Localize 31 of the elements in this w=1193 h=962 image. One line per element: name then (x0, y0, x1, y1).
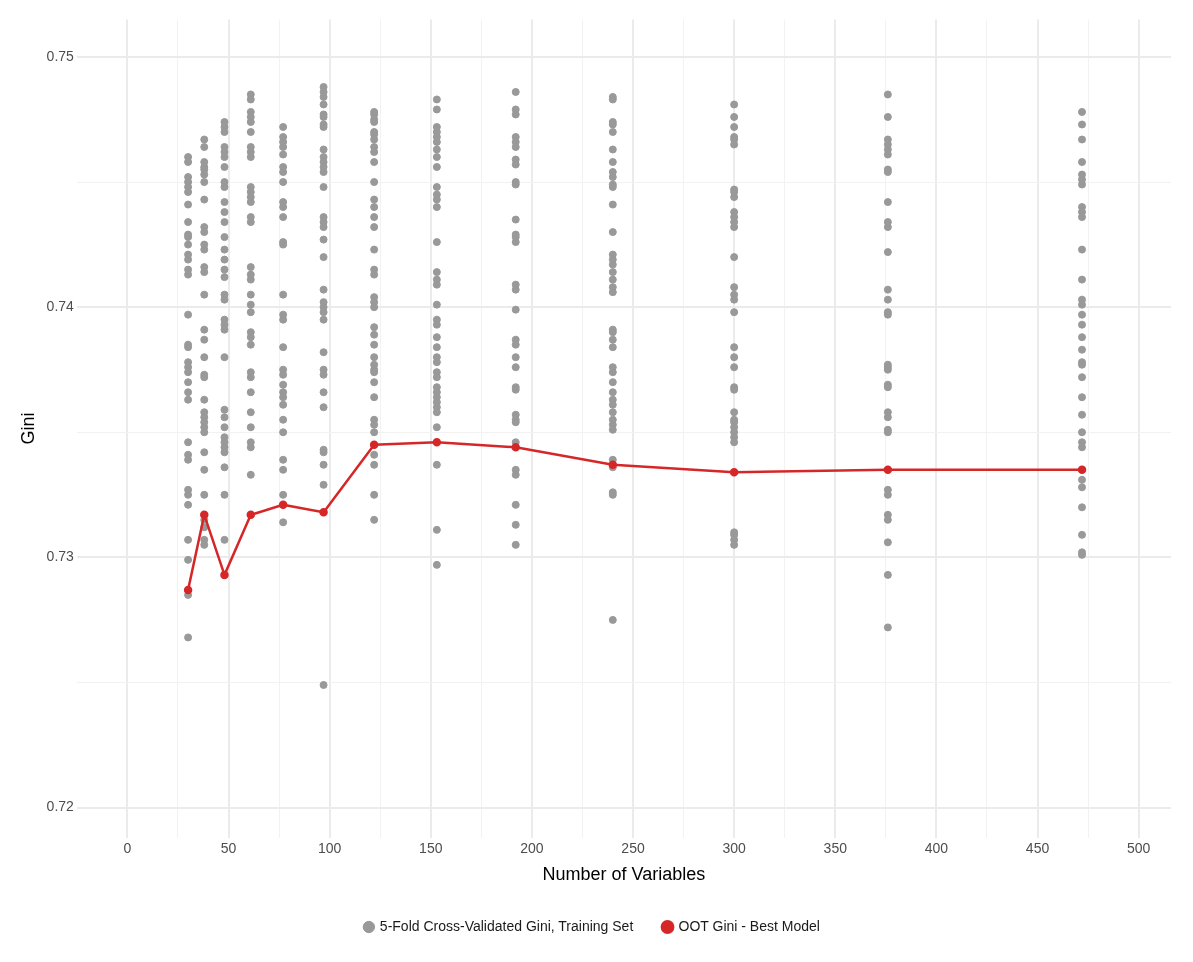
y-tick-label: 0.75 (46, 47, 75, 64)
x-tick-label: 150 (419, 839, 443, 856)
x-tick-label: 50 (220, 839, 237, 856)
point (183, 585, 193, 595)
point (200, 510, 209, 520)
x-tick-label: 300 (722, 839, 747, 856)
x-axis-title: Number of Variables (542, 864, 706, 885)
x-tick-label: 500 (1126, 839, 1151, 856)
point (246, 510, 256, 520)
point (511, 443, 520, 452)
x-tick-label: 250 (621, 839, 645, 856)
x-tick-label: 200 (520, 839, 544, 856)
y-tick-label: 0.73 (46, 548, 75, 565)
legend-label: OOT Gini - Best Model (678, 917, 820, 934)
point (319, 508, 328, 517)
y-tick-label: 0.74 (46, 298, 75, 315)
point (220, 570, 229, 580)
point (369, 440, 379, 450)
point (432, 438, 442, 447)
point (729, 468, 739, 477)
x-tick-label: 400 (924, 839, 949, 856)
point (883, 465, 893, 475)
point (1077, 465, 1087, 475)
x-tick-label: 350 (823, 839, 848, 856)
x-tick-label: 0 (123, 839, 132, 856)
legend-label: 5-Fold Cross-Validated Gini, Training Set (379, 917, 634, 934)
y-tick-label: 0.72 (46, 798, 75, 815)
x-tick-label: 100 (317, 839, 342, 856)
x-tick-label: 450 (1025, 839, 1050, 856)
y-axis-title: Gini (17, 412, 38, 445)
point (278, 500, 288, 510)
